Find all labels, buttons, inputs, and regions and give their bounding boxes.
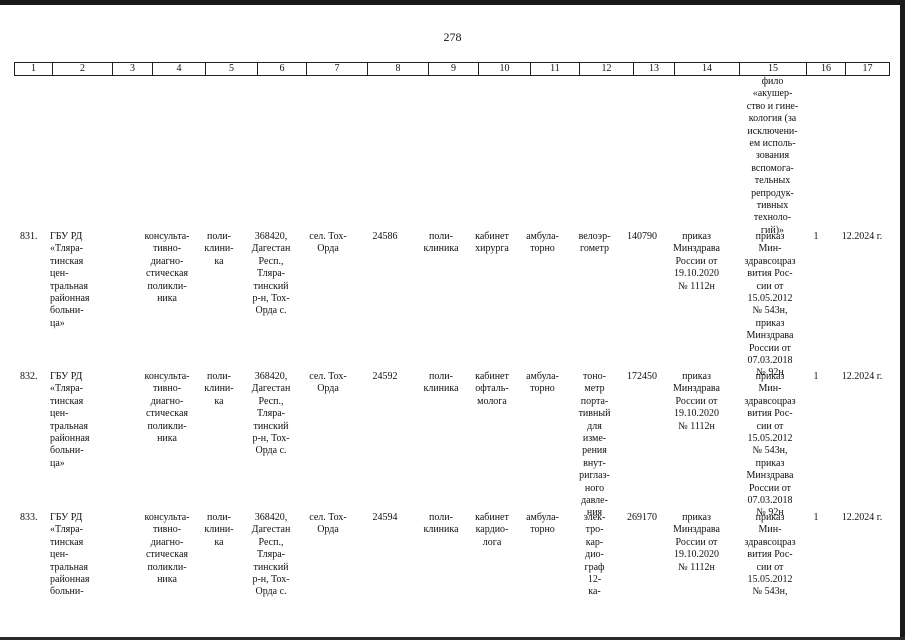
header-col-7: 7 <box>306 63 367 75</box>
header-col-14: 14 <box>674 63 739 75</box>
header-col-11: 11 <box>530 63 579 75</box>
price: 269170 <box>627 512 657 523</box>
address: 368420, Дагестан Респ., Тляра- тинский р… <box>251 371 291 457</box>
legal-basis: приказ Мин- здравсоцраз вития Рос- сии о… <box>744 512 796 598</box>
continued-cell-col-15: фило «акушер- ство и гине- кология (за и… <box>746 76 799 236</box>
header-col-9: 9 <box>428 63 478 75</box>
header-col-3: 3 <box>112 63 152 75</box>
code: 24592 <box>372 371 398 382</box>
header-col-6: 6 <box>257 63 306 75</box>
address: 368420, Дагестан Респ., Тляра- тинский р… <box>251 231 291 317</box>
equipment: тоно- метр порта- тивный для изме- рения… <box>578 371 611 519</box>
row-number: 832. <box>20 371 38 382</box>
header-col-16: 16 <box>806 63 845 75</box>
unit: поли- клиника <box>423 231 459 255</box>
room: кабинет кардио- лога <box>475 512 509 548</box>
row-number: 831. <box>20 231 38 242</box>
header-col-8: 8 <box>367 63 428 75</box>
deadline: 12.2024 г. <box>841 512 883 523</box>
care-mode: амбула- торно <box>526 371 559 395</box>
facility-type: поли- клини- ка <box>204 371 234 407</box>
order: приказ Минздрава России от 19.10.2020 № … <box>673 231 720 292</box>
scan-border-bottom <box>0 637 905 640</box>
legal-basis: приказ Мин- здравсоцраз вития Рос- сии о… <box>744 371 796 519</box>
care-mode: амбула- торно <box>526 512 559 536</box>
unit: поли- клиника <box>423 512 459 536</box>
quantity: 1 <box>813 512 819 523</box>
row-number: 833. <box>20 512 38 523</box>
header-col-2: 2 <box>52 63 112 75</box>
organization-name: ГБУ РД «Тляра- тинская цен- тральная рай… <box>50 512 90 598</box>
facility-type: поли- клини- ка <box>204 512 234 548</box>
header-col-17: 17 <box>845 63 890 75</box>
header-col-13: 13 <box>633 63 674 75</box>
division-name: консульта- тивно- диагно- стическая поли… <box>144 371 190 445</box>
order: приказ Минздрава России от 19.10.2020 № … <box>673 371 720 432</box>
deadline: 12.2024 г. <box>841 231 883 242</box>
code: 24586 <box>372 231 398 242</box>
facility-type: поли- клини- ка <box>204 231 234 267</box>
scan-border-right <box>900 0 905 640</box>
address: 368420, Дагестан Респ., Тляра- тинский р… <box>251 512 291 598</box>
header-col-10: 10 <box>478 63 530 75</box>
header-col-15: 15 <box>739 63 806 75</box>
organization-name: ГБУ РД «Тляра- тинская цен- тральная рай… <box>50 231 90 329</box>
table-header-row: 1 2 3 4 5 6 7 8 9 10 11 12 13 14 15 16 1… <box>14 62 890 76</box>
equipment: элек- тро- кар- дио- граф 12- ка- <box>583 512 606 598</box>
code: 24594 <box>372 512 398 523</box>
order: приказ Минздрава России от 19.10.2020 № … <box>673 512 720 573</box>
price: 140790 <box>627 231 657 242</box>
locality: сел. Тох- Орда <box>309 512 347 536</box>
room: кабинет офталь- молога <box>475 371 509 407</box>
header-col-5: 5 <box>205 63 257 75</box>
organization-name: ГБУ РД «Тляра- тинская цен- тральная рай… <box>50 371 90 469</box>
locality: сел. Тох- Орда <box>309 371 347 395</box>
header-col-4: 4 <box>152 63 205 75</box>
deadline: 12.2024 г. <box>841 371 883 382</box>
room: кабинет хирурга <box>475 231 509 255</box>
quantity: 1 <box>813 231 819 242</box>
locality: сел. Тох- Орда <box>309 231 347 255</box>
header-col-12: 12 <box>579 63 633 75</box>
scan-border-top <box>0 0 905 5</box>
header-col-1: 1 <box>14 63 52 75</box>
care-mode: амбула- торно <box>526 231 559 255</box>
unit: поли- клиника <box>423 371 459 395</box>
equipment: велоэр- гометр <box>578 231 611 255</box>
page-number: 278 <box>443 30 462 44</box>
quantity: 1 <box>813 371 819 382</box>
division-name: консульта- тивно- диагно- стическая поли… <box>144 512 190 586</box>
price: 172450 <box>627 371 657 382</box>
division-name: консульта- тивно- диагно- стическая поли… <box>144 231 190 305</box>
legal-basis: приказ Мин- здравсоцраз вития Рос- сии о… <box>744 231 796 379</box>
